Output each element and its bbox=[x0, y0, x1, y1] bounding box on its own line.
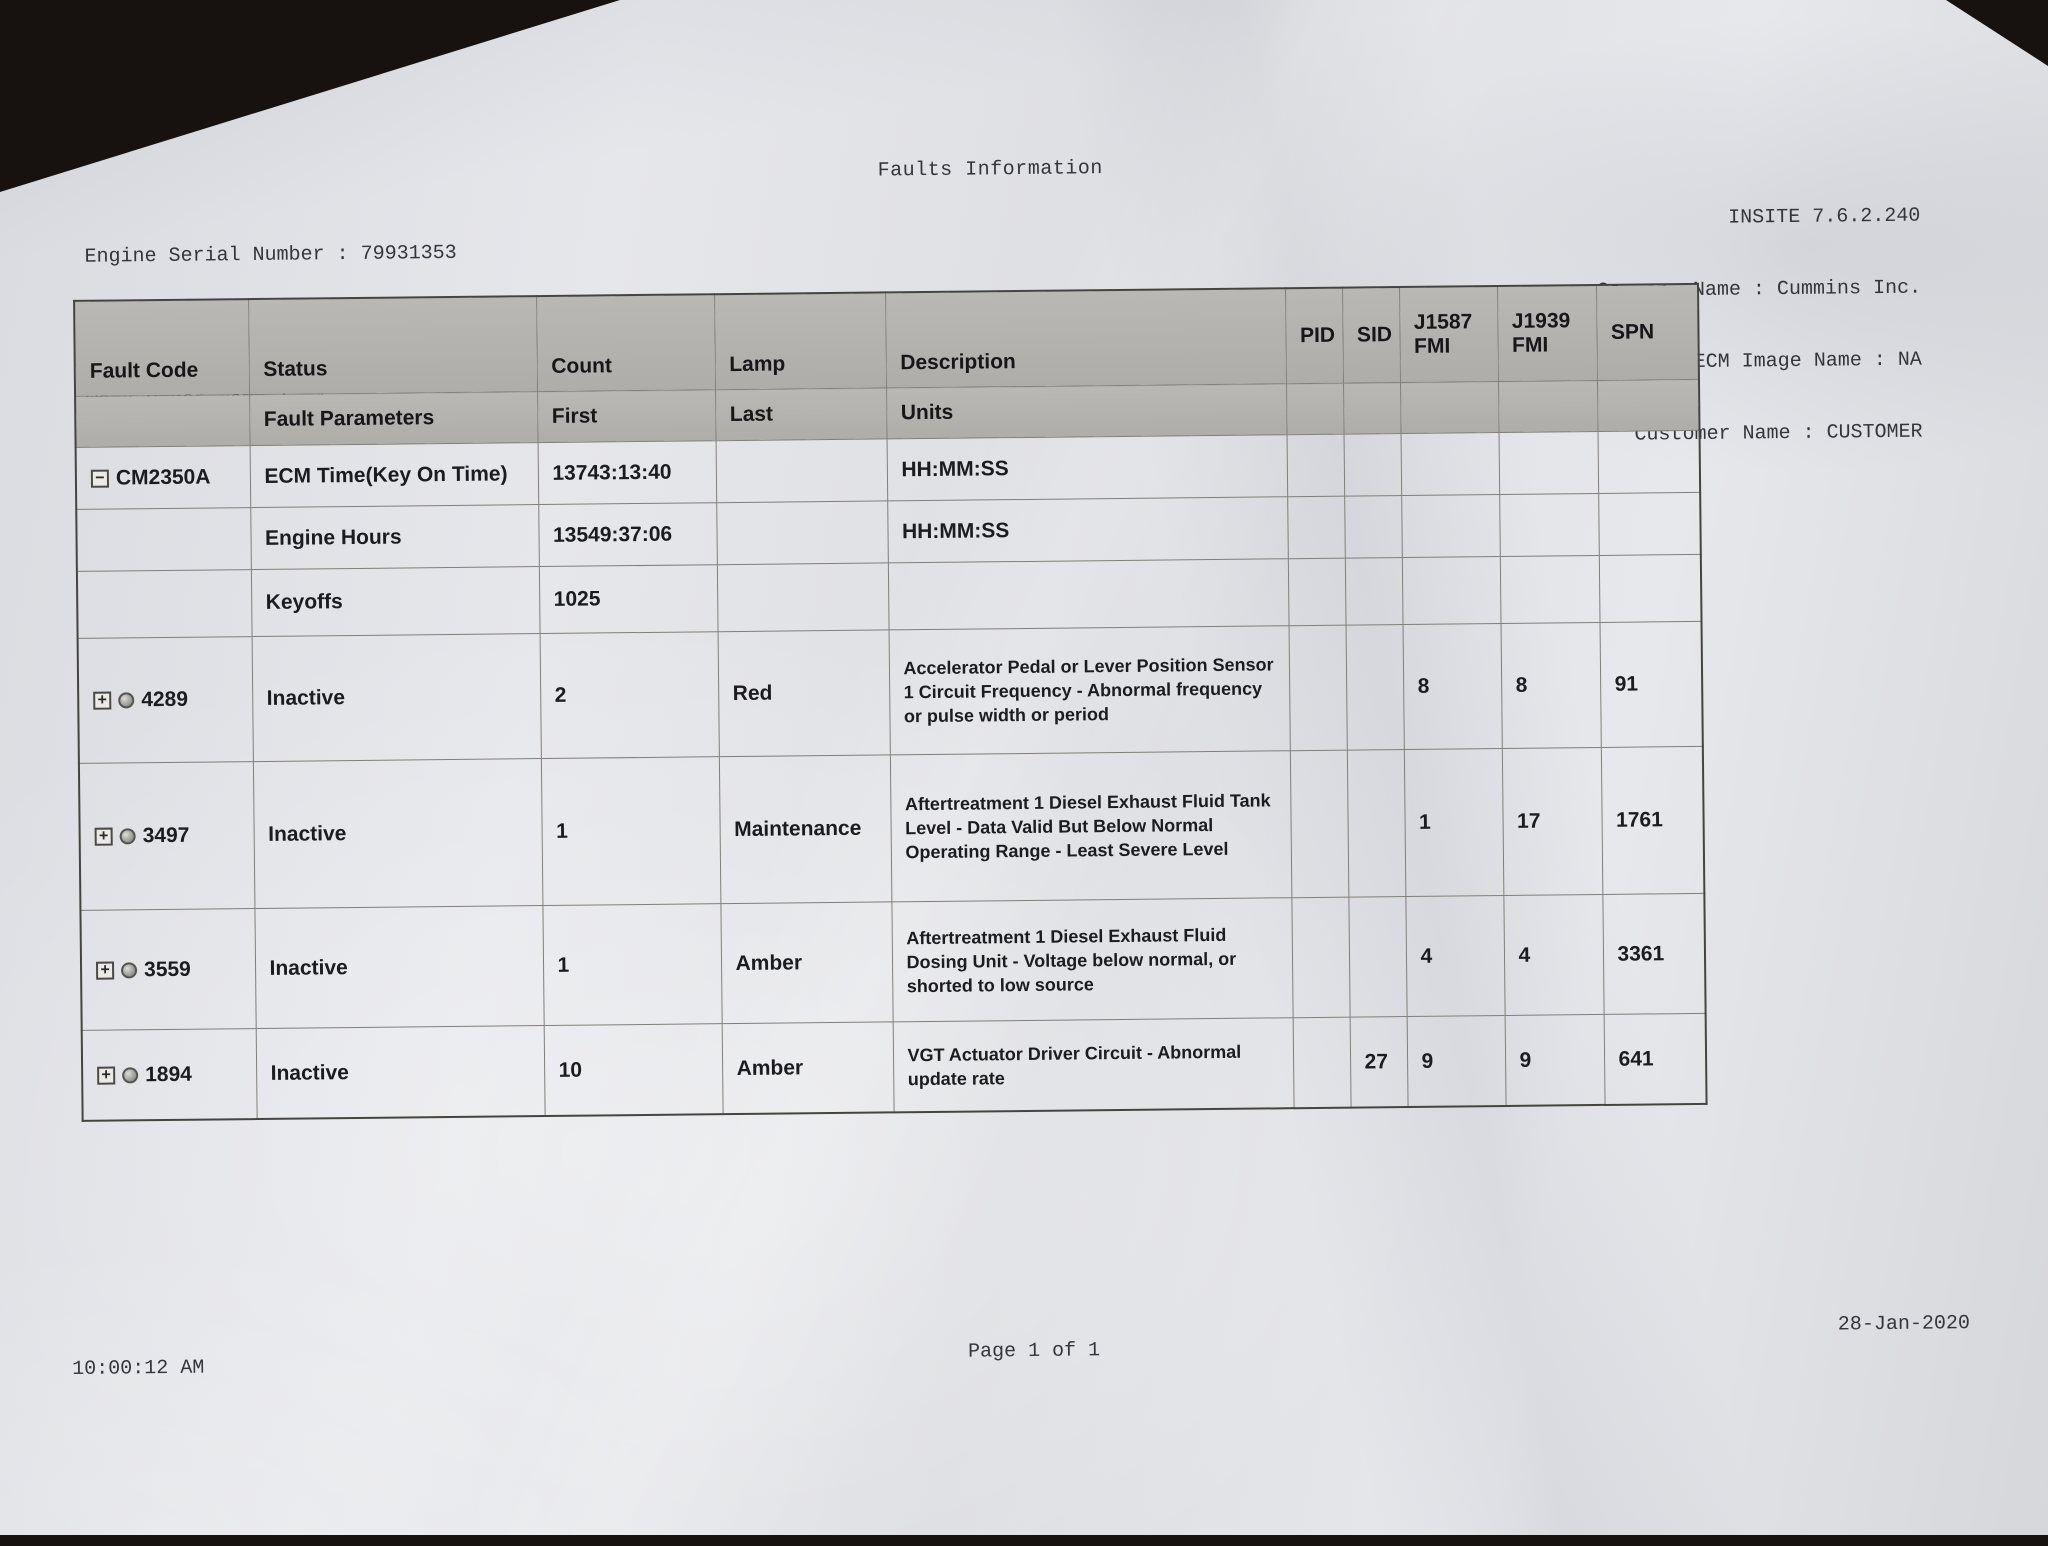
j1587-fmi-cell: 4 bbox=[1405, 895, 1505, 1017]
parameter-name-cell: Engine Hours bbox=[250, 504, 539, 570]
lamp-status-icon bbox=[120, 961, 138, 978]
status-cell: Inactive bbox=[251, 633, 541, 762]
subheader-first: First bbox=[537, 389, 716, 443]
last-value-cell bbox=[716, 562, 889, 632]
status-cell: Inactive bbox=[254, 905, 544, 1029]
spn-cell: 1761 bbox=[1600, 746, 1705, 895]
spn-cell: 91 bbox=[1599, 621, 1703, 748]
insite-version: INSITE 7.6.2.240 bbox=[1728, 204, 1921, 230]
pid-cell bbox=[1288, 625, 1347, 751]
subheader-blank bbox=[75, 394, 250, 448]
j1939-fmi-cell: 17 bbox=[1501, 747, 1603, 896]
faults-table: Fault Code Status Count Lamp Description… bbox=[73, 282, 1708, 1122]
col-header-status: Status bbox=[248, 296, 538, 395]
col-header-fault-code: Fault Code bbox=[74, 299, 250, 397]
fault-row: + 3497 Inactive 1 Maintenance Aftertreat… bbox=[78, 746, 1705, 911]
units-cell: HH:MM:SS bbox=[887, 496, 1288, 563]
description-cell: Aftertreatment 1 Diesel Exhaust Fluid Ta… bbox=[889, 750, 1292, 902]
fault-code-cell: + 1894 bbox=[81, 1028, 257, 1121]
sid-cell: 27 bbox=[1349, 1016, 1408, 1108]
first-value-cell: 13743:13:40 bbox=[537, 440, 717, 505]
sid-cell bbox=[1346, 749, 1406, 898]
col-header-j1939-fmi: J1939 FMI bbox=[1496, 284, 1597, 382]
j1587-fmi-cell: 1 bbox=[1403, 748, 1504, 897]
description-cell: Aftertreatment 1 Diesel Exhaust Fluid Do… bbox=[891, 897, 1293, 1022]
spn-cell: 3361 bbox=[1602, 893, 1706, 1015]
status-cell: Inactive bbox=[252, 758, 543, 909]
pid-cell bbox=[1292, 1017, 1351, 1109]
lamp-cell: Amber bbox=[721, 1021, 894, 1115]
j1939-fmi-cell: 8 bbox=[1500, 622, 1601, 749]
fault-row: + 1894 Inactive 10 Amber VGT Actuator Dr… bbox=[81, 1013, 1707, 1121]
fault-row: + 4289 Inactive 2 Red Accelerator Pedal … bbox=[77, 621, 1703, 764]
j1939-fmi-cell: 4 bbox=[1503, 894, 1604, 1016]
engine-serial-number: Engine Serial Number : 79931353 bbox=[84, 241, 457, 269]
j1939-fmi-cell: 9 bbox=[1504, 1014, 1605, 1106]
fault-code: 1894 bbox=[145, 1062, 193, 1086]
count-cell: 1 bbox=[542, 903, 722, 1026]
col-header-count: Count bbox=[536, 294, 716, 392]
fault-code: CM2350A bbox=[115, 465, 211, 489]
subheader-units: Units bbox=[886, 383, 1287, 439]
units-cell: HH:MM:SS bbox=[886, 434, 1288, 501]
status-cell: Inactive bbox=[255, 1025, 545, 1120]
description-cell: Accelerator Pedal or Lever Position Sens… bbox=[888, 625, 1290, 755]
first-value-cell: 13549:37:06 bbox=[538, 502, 717, 567]
fault-code-cell bbox=[76, 507, 251, 572]
first-value-cell: 1025 bbox=[538, 564, 718, 634]
print-time: 10:00:12 AM bbox=[72, 1356, 205, 1381]
j1587-fmi-cell: 9 bbox=[1406, 1015, 1506, 1108]
expand-icon: + bbox=[93, 691, 112, 710]
fault-code-cell: + 3559 bbox=[80, 908, 256, 1031]
collapse-icon: − bbox=[90, 469, 110, 488]
fault-code-cell: − CM2350A bbox=[75, 445, 251, 510]
fault-code-cell bbox=[76, 569, 252, 639]
col-header-j1587-fmi: J1587 FMI bbox=[1398, 286, 1498, 383]
fault-code-cell: + 3497 bbox=[78, 761, 255, 911]
lamp-status-icon bbox=[122, 1066, 139, 1083]
lamp-status-icon bbox=[119, 828, 136, 845]
sid-cell bbox=[1348, 896, 1407, 1018]
parameter-name-cell: Keyoffs bbox=[250, 566, 540, 637]
j1587-fmi-cell: 8 bbox=[1402, 623, 1502, 750]
lamp-status-icon bbox=[118, 692, 135, 709]
expand-icon: + bbox=[95, 961, 115, 980]
description-cell: VGT Actuator Driver Circuit - Abnormal u… bbox=[892, 1017, 1294, 1113]
lamp-cell: Maintenance bbox=[718, 754, 892, 904]
spn-cell: 641 bbox=[1603, 1013, 1707, 1105]
expand-icon: + bbox=[94, 827, 113, 846]
count-cell: 1 bbox=[540, 756, 721, 906]
fault-code: 3559 bbox=[143, 957, 191, 981]
col-header-description: Description bbox=[885, 288, 1287, 388]
fault-code-cell: + 4289 bbox=[77, 636, 253, 764]
page-number: Page 1 of 1 bbox=[968, 1339, 1101, 1364]
pid-cell bbox=[1289, 750, 1349, 898]
last-value-cell bbox=[716, 500, 888, 565]
units-cell bbox=[887, 558, 1289, 630]
fault-code: 3497 bbox=[142, 823, 190, 848]
table-header-row: Fault Code Status Count Lamp Description… bbox=[74, 283, 1699, 397]
page-title: Faults Information bbox=[877, 157, 1103, 183]
col-header-pid: PID bbox=[1285, 287, 1343, 384]
lamp-cell: Red bbox=[717, 629, 890, 757]
count-cell: 10 bbox=[543, 1023, 723, 1117]
sid-cell bbox=[1345, 624, 1404, 751]
subheader-fault-parameters: Fault Parameters bbox=[249, 391, 538, 446]
print-date: 28-Jan-2020 bbox=[1837, 1312, 1971, 1337]
pid-cell bbox=[1291, 897, 1350, 1018]
last-value-cell bbox=[715, 438, 888, 503]
parameter-name-cell: ECM Time(Key On Time) bbox=[249, 442, 539, 508]
fault-code: 4289 bbox=[141, 687, 189, 712]
fault-row: + 3559 Inactive 1 Amber Aftertreatment 1… bbox=[80, 893, 1706, 1031]
expand-icon: + bbox=[97, 1066, 116, 1085]
col-header-sid: SID bbox=[1341, 287, 1400, 384]
col-header-lamp: Lamp bbox=[714, 292, 887, 390]
count-cell: 2 bbox=[539, 631, 719, 759]
lamp-cell: Amber bbox=[720, 901, 893, 1024]
col-header-spn: SPN bbox=[1595, 283, 1699, 381]
subheader-last: Last bbox=[715, 387, 887, 441]
